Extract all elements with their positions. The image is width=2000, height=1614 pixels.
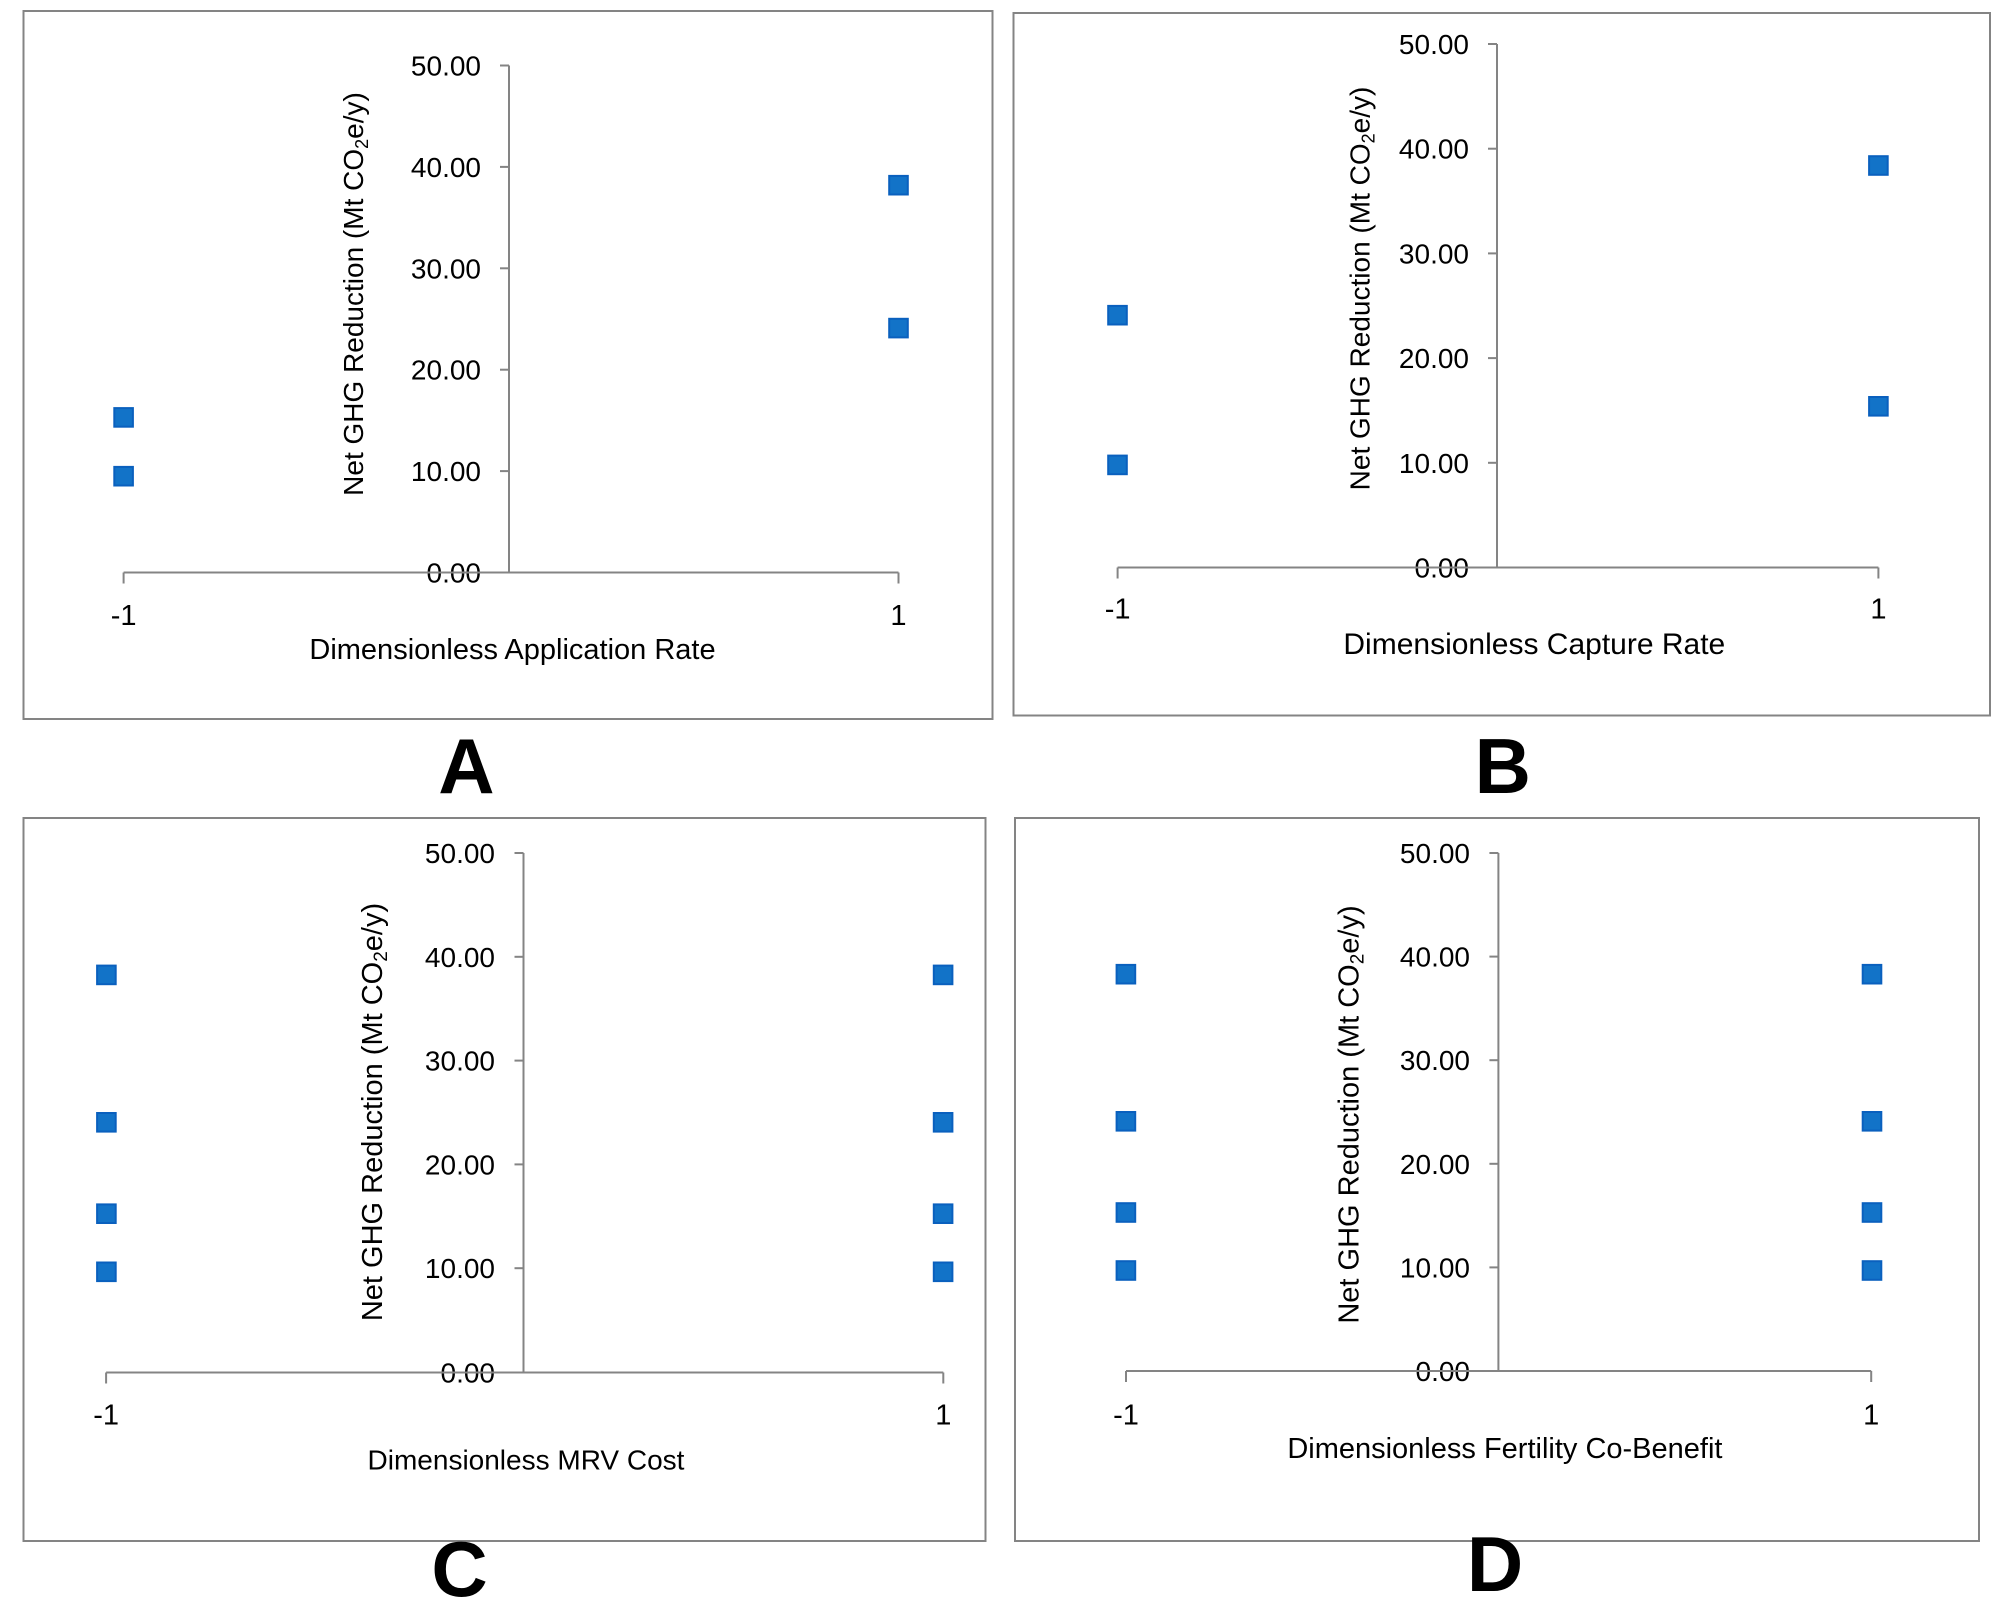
svg-text:Dimensionless Capture Rate: Dimensionless Capture Rate [1343,628,1725,661]
svg-text:40.00: 40.00 [1399,134,1469,165]
svg-text:40.00: 40.00 [425,942,495,973]
svg-text:10.00: 10.00 [425,1253,495,1284]
svg-text:D: D [1467,1520,1523,1608]
svg-text:1: 1 [1863,1400,1879,1432]
svg-text:1: 1 [890,600,906,632]
svg-text:Net GHG Reduction (Mt CO2e/y): Net GHG Reduction (Mt CO2e/y) [1345,87,1379,491]
svg-text:A: A [438,722,494,810]
svg-text:1: 1 [935,1400,951,1432]
svg-text:40.00: 40.00 [411,152,481,183]
svg-text:Dimensionless Application Rate: Dimensionless Application Rate [309,634,715,666]
svg-text:Dimensionless Fertility Co-Ben: Dimensionless Fertility Co-Benefit [1287,1433,1722,1465]
svg-text:-1: -1 [1113,1400,1139,1432]
svg-text:20.00: 20.00 [1399,343,1469,374]
svg-text:-1: -1 [93,1400,119,1432]
svg-text:Net GHG Reduction (Mt CO2e/y): Net GHG Reduction (Mt CO2e/y) [357,903,392,1321]
svg-text:10.00: 10.00 [411,456,481,487]
svg-text:50.00: 50.00 [1400,838,1470,869]
svg-text:1: 1 [1870,594,1886,626]
svg-text:40.00: 40.00 [1400,942,1470,973]
svg-text:20.00: 20.00 [425,1149,495,1180]
svg-text:B: B [1475,722,1531,810]
svg-text:50.00: 50.00 [1399,29,1469,60]
svg-text:20.00: 20.00 [411,355,481,386]
svg-text:10.00: 10.00 [1400,1252,1470,1283]
svg-text:30.00: 30.00 [1399,238,1469,269]
svg-text:Net GHG Reduction (Mt CO2e/y): Net GHG Reduction (Mt CO2e/y) [338,92,372,496]
svg-text:Dimensionless MRV Cost: Dimensionless MRV Cost [368,1444,685,1475]
svg-text:-1: -1 [111,600,137,632]
svg-text:30.00: 30.00 [425,1046,495,1077]
svg-text:Net GHG Reduction (Mt CO2e/y): Net GHG Reduction (Mt CO2e/y) [1334,905,1369,1323]
svg-text:30.00: 30.00 [1400,1045,1470,1076]
svg-text:50.00: 50.00 [425,838,495,869]
svg-text:C: C [431,1525,487,1609]
svg-text:30.00: 30.00 [411,253,481,284]
svg-text:-1: -1 [1105,594,1131,626]
svg-text:50.00: 50.00 [411,51,481,82]
svg-text:10.00: 10.00 [1399,448,1469,479]
svg-text:20.00: 20.00 [1400,1149,1470,1180]
